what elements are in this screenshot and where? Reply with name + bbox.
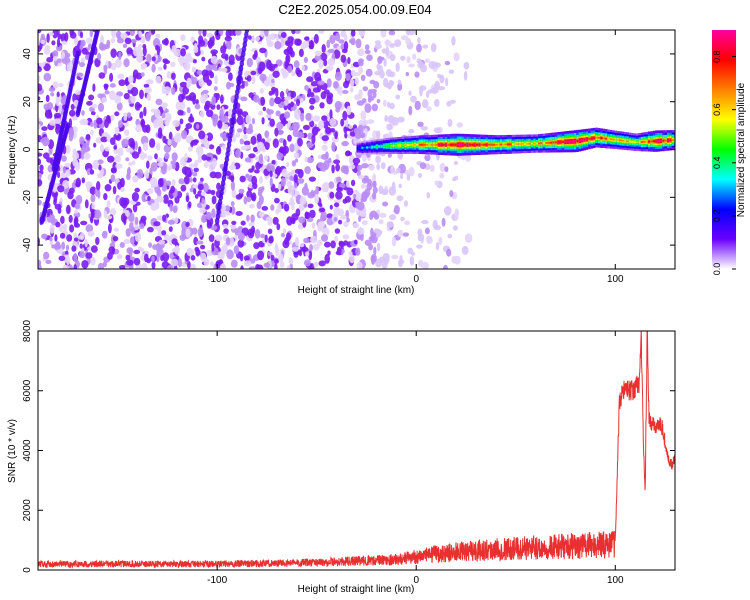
colorbar: 0.0 0.2 0.4 0.6 0.8 Normalized spectral ampl… — [712, 30, 747, 275]
x-tick-label: -100 — [207, 575, 227, 586]
colorbar-gradient — [712, 30, 736, 269]
x-tick-label: 100 — [607, 274, 624, 285]
y-tick-label: -40 — [22, 237, 33, 252]
spectrogram-ticks: -100 0 100 -40 -20 0 20 40 — [22, 30, 675, 285]
colorbar-tick-label: 0.6 — [712, 103, 722, 116]
snr-series-line — [38, 331, 675, 569]
chart-title: C2E2.2025.054.00.09.E04 — [278, 2, 431, 17]
colorbar-tick-label: 0.0 — [712, 263, 722, 276]
x-tick-label: 100 — [607, 575, 624, 586]
spectrogram-panel: -100 0 100 -40 -20 0 20 40 Height of straight l… — [7, 29, 676, 296]
x-tick-label: -100 — [207, 274, 227, 285]
x-tick-label: 0 — [413, 274, 419, 285]
x-tick-label: 0 — [413, 575, 419, 586]
y-tick-label: 40 — [22, 48, 33, 60]
signal-band — [356, 127, 675, 156]
colorbar-label: Normalized spectral amplitude — [736, 82, 747, 217]
snr-ylabel: SNR (10 * v/v) — [7, 419, 18, 483]
spectrogram-ylabel: Frequency (Hz) — [7, 116, 18, 185]
y-tick-label: 20 — [22, 96, 33, 108]
y-tick-label: 4000 — [22, 439, 33, 462]
colorbar-ticks: 0.0 0.2 0.4 0.6 0.8 — [712, 50, 736, 275]
spectrogram-frame — [37, 29, 676, 270]
spectrogram-xlabel: Height of straight line (km) — [298, 285, 415, 296]
colorbar-tick-label: 0.2 — [712, 210, 722, 223]
snr-xlabel: Height of straight line (km) — [298, 584, 415, 595]
y-tick-label: 2000 — [22, 499, 33, 522]
y-tick-label: 8000 — [22, 319, 33, 342]
colorbar-tick-label: 0.8 — [712, 50, 722, 63]
y-tick-label: -20 — [22, 190, 33, 205]
y-tick-label: 0 — [22, 567, 33, 573]
snr-frame — [37, 330, 676, 571]
y-tick-label: 0 — [22, 146, 33, 152]
colorbar-tick-label: 0.4 — [712, 157, 722, 170]
y-tick-label: 6000 — [22, 379, 33, 402]
